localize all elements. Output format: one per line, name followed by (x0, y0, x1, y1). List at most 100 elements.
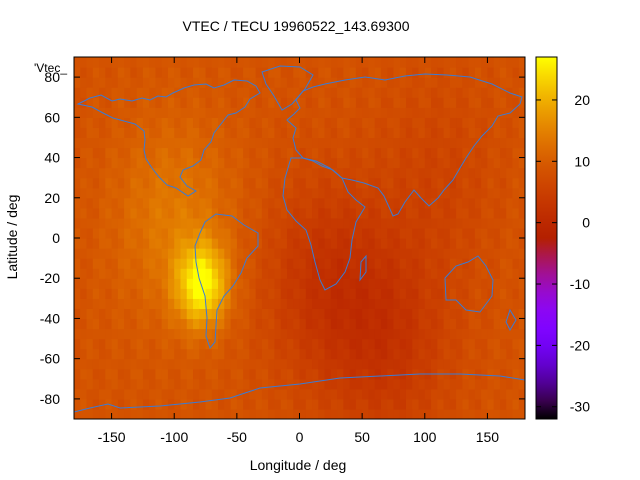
heatmap-cell (299, 388, 307, 400)
heatmap-cell (362, 348, 369, 360)
heatmap-cell (506, 227, 514, 239)
heatmap-cell (205, 298, 213, 309)
heatmap-cell (299, 217, 307, 229)
heatmap-cell (205, 288, 213, 299)
heatmap-cell (205, 197, 213, 209)
heatmap-cell (218, 298, 225, 309)
heatmap-cell (349, 97, 357, 108)
heatmap-cell (405, 57, 413, 68)
heatmap-cell (142, 308, 150, 320)
heatmap-cell (199, 388, 207, 400)
heatmap-cell (274, 197, 282, 209)
heatmap-cell (443, 318, 451, 330)
heatmap-cell (437, 238, 445, 249)
heatmap-cell (518, 187, 525, 199)
heatmap-cell (186, 348, 194, 360)
heatmap-cell (393, 147, 401, 159)
heatmap-cell (211, 238, 219, 249)
heatmap-cell (456, 258, 463, 269)
heatmap-cell (424, 378, 432, 390)
heatmap-cell (280, 207, 288, 219)
heatmap-cell (362, 197, 369, 209)
heatmap-cell (105, 388, 113, 400)
heatmap-cell (111, 157, 119, 169)
heatmap-cell (437, 388, 445, 400)
heatmap-cell (393, 57, 401, 68)
heatmap-cell (424, 187, 432, 199)
heatmap-cell (506, 127, 514, 139)
heatmap-cell (481, 147, 489, 159)
heatmap-cell (393, 167, 401, 179)
heatmap-cell (174, 207, 182, 219)
heatmap-cell (349, 398, 357, 410)
heatmap-cell (330, 107, 338, 118)
heatmap-cell (318, 77, 326, 88)
heatmap-cell (512, 338, 520, 350)
heatmap-cell (124, 258, 131, 269)
heatmap-cell (174, 258, 182, 269)
heatmap-cell (512, 298, 520, 309)
heatmap-cell (193, 338, 200, 350)
heatmap-cell (92, 358, 100, 370)
heatmap-cell (493, 288, 501, 299)
heatmap-cell (255, 378, 263, 390)
heatmap-cell (92, 248, 100, 259)
heatmap-cell (161, 207, 169, 219)
heatmap-cell (318, 328, 326, 340)
heatmap-cell (74, 157, 81, 169)
heatmap-cell (437, 147, 445, 159)
heatmap-cell (299, 408, 307, 419)
heatmap-grid (74, 57, 525, 419)
heatmap-cell (299, 288, 307, 299)
heatmap-cell (518, 368, 525, 380)
heatmap-cell (174, 238, 182, 249)
heatmap-cell (255, 308, 263, 320)
heatmap-cell (142, 177, 150, 189)
heatmap-cell (199, 348, 207, 360)
heatmap-cell (80, 408, 88, 419)
heatmap-cell (111, 368, 119, 380)
heatmap-cell (412, 77, 420, 88)
heatmap-cell (155, 388, 163, 400)
heatmap-cell (218, 248, 225, 259)
heatmap-cell (205, 87, 213, 98)
heatmap-cell (487, 127, 495, 139)
heatmap-cell (418, 338, 426, 350)
heatmap-cell (249, 77, 257, 88)
heatmap-cell (155, 318, 163, 330)
heatmap-cell (86, 97, 94, 108)
heatmap-cell (368, 197, 376, 209)
heatmap-cell (449, 147, 457, 159)
heatmap-cell (199, 67, 207, 78)
heatmap-cell (399, 358, 407, 370)
heatmap-cell (161, 338, 169, 350)
heatmap-cell (506, 288, 514, 299)
heatmap-cell (236, 147, 244, 159)
heatmap-cell (124, 167, 131, 179)
heatmap-cell (343, 268, 351, 279)
heatmap-cell (193, 87, 200, 98)
heatmap-cell (474, 67, 482, 78)
heatmap-cell (74, 258, 81, 269)
heatmap-cell (468, 57, 476, 68)
heatmap-cell (286, 197, 294, 209)
heatmap-cell (155, 248, 163, 259)
heatmap-cell (324, 127, 332, 139)
heatmap-cell (456, 398, 463, 410)
heatmap-cell (155, 187, 163, 199)
heatmap-cell (443, 117, 451, 128)
heatmap-cell (286, 278, 294, 289)
heatmap-cell (180, 127, 188, 139)
heatmap-cell (255, 97, 263, 108)
heatmap-cell (92, 348, 100, 360)
heatmap-cell (92, 157, 100, 169)
heatmap-cell (374, 308, 382, 320)
heatmap-cell (324, 408, 332, 419)
heatmap-cell (86, 388, 94, 400)
heatmap-cell (456, 67, 463, 78)
heatmap-cell (142, 97, 150, 108)
heatmap-cell (199, 57, 207, 68)
heatmap-cell (236, 248, 244, 259)
heatmap-cell (418, 268, 426, 279)
heatmap-cell (424, 268, 432, 279)
